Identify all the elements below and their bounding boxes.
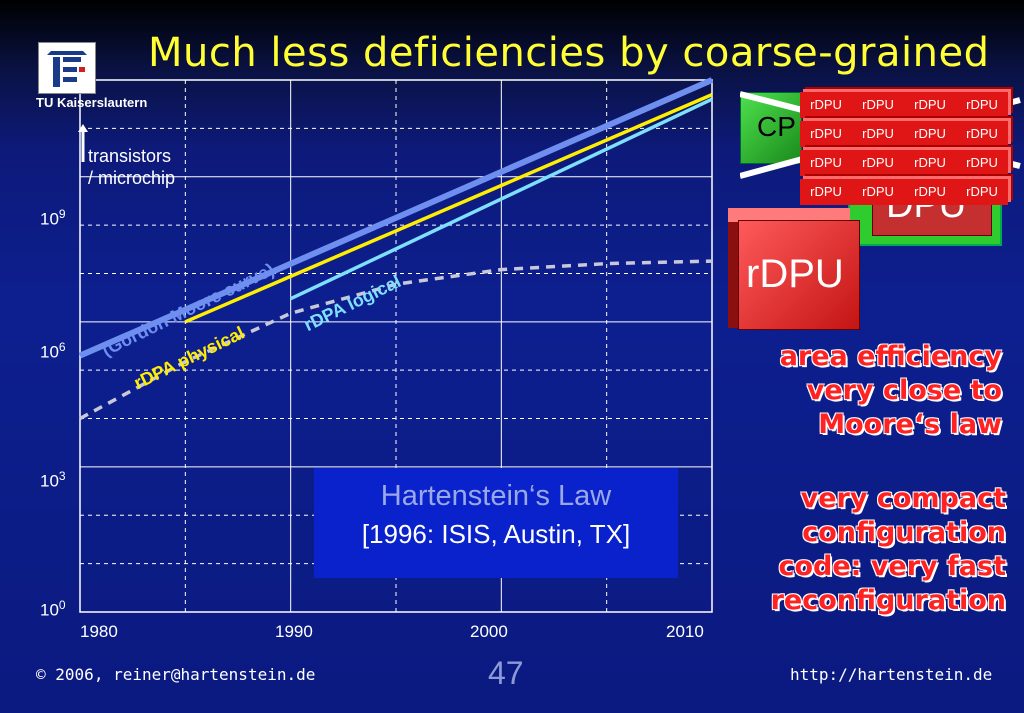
y-tick-label: 100	[40, 598, 66, 620]
copyright-symbol: ©	[36, 665, 46, 684]
rdpu-cell: rDPU	[904, 92, 956, 118]
rdpu-cell: rDPU	[800, 150, 852, 176]
university-logo	[38, 42, 96, 94]
y-axis-label-line1: transistors	[88, 146, 172, 166]
rdpu-cell: rDPU	[956, 121, 1008, 147]
series-line	[78, 77, 714, 359]
y-tick-label: 103	[40, 469, 66, 491]
area-efficiency-note: area efficiency very close to Moore‘s la…	[779, 341, 1002, 440]
rdpu-cell: rDPU	[904, 150, 956, 176]
rdpu-cell: rDPU	[904, 179, 956, 205]
law-reference: [1996: ISIS, Austin, TX]	[361, 519, 631, 549]
x-tick-label: 1980	[80, 622, 118, 641]
rdpu-cell: rDPU	[956, 179, 1008, 205]
rdpu-big-cube: rDPU	[728, 208, 860, 330]
logo-caption: TU Kaiserslautern	[36, 95, 148, 110]
page-number: 47	[488, 655, 524, 691]
footer-url: http://hartenstein.de	[790, 665, 993, 684]
rdpu-cell: rDPU	[800, 179, 852, 205]
compact-config-note: very compact configuration code: very fa…	[770, 483, 1006, 616]
rdpu-cell: rDPU	[852, 179, 904, 205]
rdpu-cell: rDPU	[852, 92, 904, 118]
chart-series	[78, 77, 714, 421]
x-tick-label: 1990	[275, 622, 313, 641]
series-line	[79, 259, 713, 421]
series-line	[184, 92, 713, 324]
rdpu-cell: rDPU	[956, 150, 1008, 176]
rdpu-cell: rDPU	[800, 92, 852, 118]
rdpu-cell: rDPU	[852, 121, 904, 147]
logo-icon	[47, 51, 87, 87]
y-tick-label: 106	[40, 340, 66, 362]
series-line	[289, 97, 713, 301]
footer-copyright: © 2006, reiner@hartenstein.de	[36, 665, 315, 684]
rdpu-cell: rDPU	[956, 92, 1008, 118]
law-title: Hartenstein‘s Law	[380, 480, 612, 512]
rdpu-cell: rDPU	[800, 121, 852, 147]
dpu-cube: DPU	[848, 170, 1002, 246]
slide-title: Much less deficiencies by coarse-grained	[148, 30, 990, 76]
y-axis-arrow-icon	[78, 124, 90, 169]
cpu-label: CP	[757, 111, 796, 142]
y-tick-label: 109	[40, 207, 66, 229]
hartenstein-law-box: Hartenstein‘s Law [1996: ISIS, Austin, T…	[314, 468, 678, 578]
rdpu-cell: rDPU	[904, 121, 956, 147]
footer-email-text: 2006, reiner@hartenstein.de	[55, 665, 316, 684]
x-tick-label: 2010	[666, 622, 704, 641]
y-axis-label-line2: / microchip	[88, 168, 176, 188]
x-tick-label: 2000	[470, 622, 508, 641]
rdpu-array: rDPU rDPU rDPU rDPU rDPU rDPU rDPU rDPU …	[800, 92, 1012, 208]
rdpu-big-label: rDPU	[746, 252, 844, 296]
rdpu-cell: rDPU	[852, 150, 904, 176]
y-axis-label: transistors / microchip	[88, 145, 175, 189]
